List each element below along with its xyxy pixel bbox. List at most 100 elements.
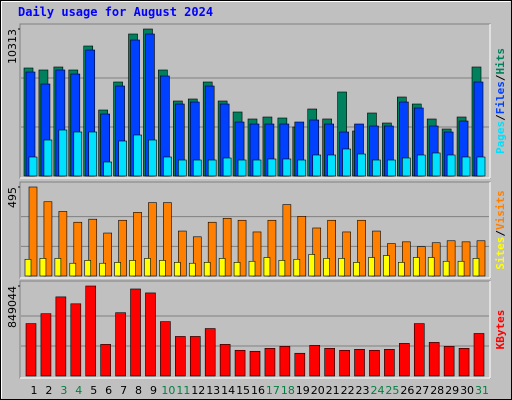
bar: [204, 328, 216, 377]
bar: [413, 323, 425, 377]
bar: [312, 227, 322, 277]
bar: [163, 156, 172, 177]
bar: [145, 292, 156, 377]
x-tick-label: 2: [45, 384, 52, 397]
x-tick-label: 17: [266, 384, 280, 397]
bar: [427, 257, 435, 277]
bar: [174, 262, 181, 277]
bar: [282, 158, 292, 177]
bar: [402, 241, 411, 277]
bar: [69, 262, 77, 277]
bar: [309, 345, 321, 377]
bar: [233, 262, 241, 277]
legend-separator: /: [494, 114, 507, 121]
bar: [446, 240, 456, 277]
bar: [294, 352, 306, 377]
bar: [159, 260, 166, 277]
bar: [218, 258, 226, 277]
bar: [130, 288, 141, 377]
bar: [297, 216, 307, 277]
y-tick-label: 495: [6, 187, 19, 208]
bar: [446, 154, 456, 177]
bar: [237, 159, 247, 177]
bar: [73, 221, 83, 277]
bar: [103, 161, 112, 177]
bar: [339, 349, 350, 377]
bar: [118, 219, 127, 277]
bar: [263, 257, 271, 277]
bar: [222, 217, 232, 277]
bar: [133, 212, 142, 277]
bar: [369, 349, 380, 377]
x-tick-label: 3: [60, 384, 67, 397]
bar: [342, 148, 351, 177]
x-tick-label: 13: [206, 384, 220, 397]
bar: [148, 139, 157, 177]
bar: [43, 139, 53, 177]
bar: [58, 211, 68, 277]
x-tick-label: 30: [460, 384, 474, 397]
bar: [114, 262, 121, 277]
legend: KBytes: [494, 310, 507, 350]
bar: [278, 260, 286, 277]
x-tick-label: 5: [90, 384, 97, 397]
bar: [175, 336, 186, 377]
bar: [118, 140, 127, 177]
bar: [354, 348, 365, 377]
bar: [342, 231, 351, 277]
bar: [178, 159, 187, 177]
bar: [398, 262, 405, 277]
bar: [70, 303, 82, 377]
x-tick-label: 22: [341, 384, 355, 397]
x-tick-label: 9: [150, 384, 157, 397]
x-tick-label: 14: [221, 384, 235, 397]
bar: [188, 262, 196, 277]
x-tick-label: 4: [75, 384, 82, 397]
bar: [222, 157, 232, 177]
bar: [84, 260, 92, 277]
bar: [338, 258, 345, 277]
x-tick-label: 23: [356, 384, 370, 397]
bar: [85, 285, 97, 377]
bar: [252, 159, 262, 177]
bar: [203, 262, 211, 277]
bar: [472, 258, 480, 277]
bar: [234, 349, 246, 377]
legend-separator: /: [494, 74, 507, 81]
bar: [431, 152, 441, 177]
bar: [28, 156, 38, 177]
bar: [28, 186, 38, 277]
bar: [416, 154, 426, 177]
bar: [402, 157, 411, 177]
x-tick-label: 11: [176, 384, 190, 397]
bar: [372, 230, 381, 277]
x-tick-label: 6: [105, 384, 112, 397]
bar: [160, 321, 171, 377]
bar: [323, 258, 330, 277]
bar: [100, 344, 111, 377]
y-tick-label: 10313: [6, 29, 19, 64]
bar: [144, 258, 151, 277]
bar: [24, 258, 32, 277]
bar: [357, 153, 366, 177]
legend: Pages/Files/Hits: [494, 48, 507, 154]
bar: [267, 219, 277, 277]
legend-entry: Visits: [494, 190, 507, 230]
bar: [384, 348, 395, 377]
bar: [55, 296, 67, 377]
bar: [163, 202, 172, 277]
x-tick-label: 15: [236, 384, 250, 397]
y-tick-label: 849044: [6, 286, 19, 328]
x-tick-label: 1: [31, 384, 38, 397]
x-tick-label: 12: [191, 384, 205, 397]
bar: [115, 312, 126, 377]
x-tick-label: 27: [415, 384, 429, 397]
bar: [399, 343, 410, 377]
bar: [73, 131, 83, 177]
bar: [443, 346, 455, 377]
legend-entry: Hits: [494, 48, 507, 75]
x-tick-label: 29: [445, 384, 459, 397]
bar: [264, 348, 276, 377]
bar: [40, 313, 52, 377]
bar: [129, 260, 136, 277]
